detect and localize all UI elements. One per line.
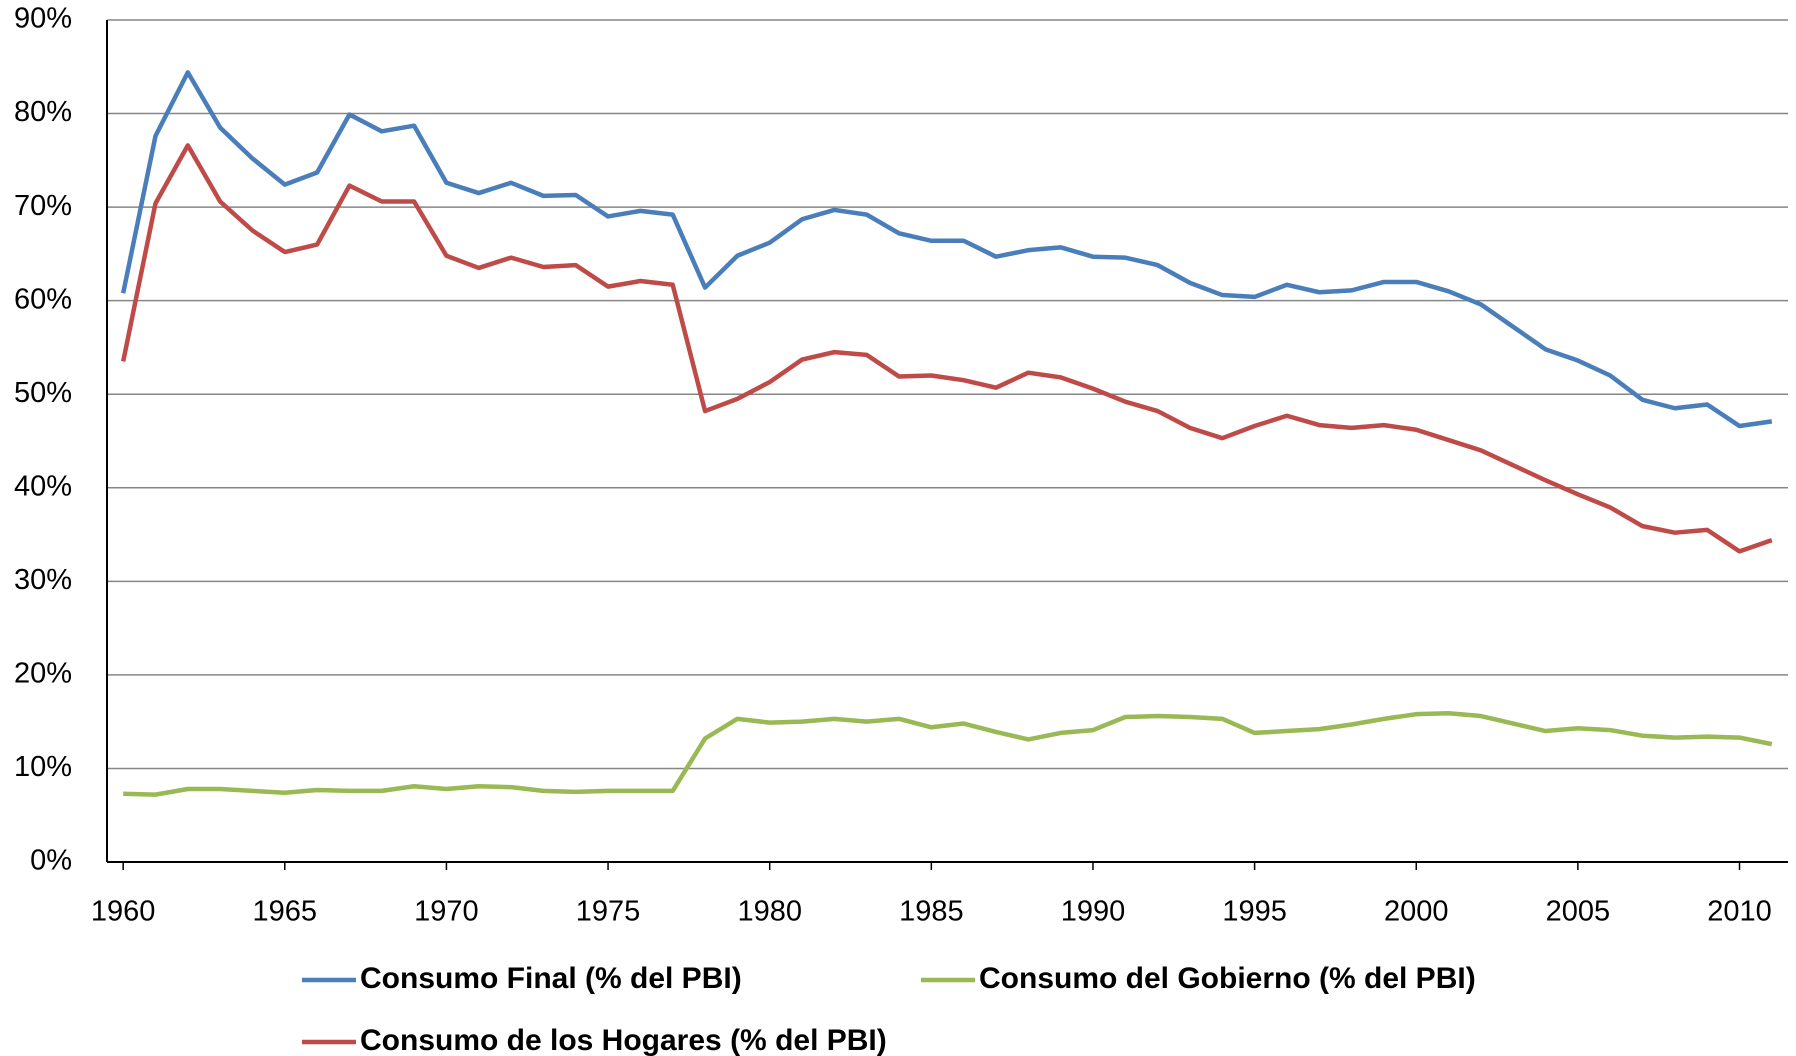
y-tick-label: 60% <box>14 283 72 315</box>
x-tick-label: 1990 <box>1061 896 1126 928</box>
x-tick-label: 2010 <box>1707 896 1772 928</box>
series-line <box>120 70 1773 429</box>
x-tick-label: 1965 <box>253 896 318 928</box>
series-line <box>123 710 1773 797</box>
y-tick-label: 90% <box>14 3 72 35</box>
series-line <box>120 143 1773 554</box>
y-tick-label: 30% <box>14 564 72 596</box>
legend-label: Consumo del Gobierno (% del PBI) <box>979 962 1476 995</box>
y-tick-label: 40% <box>14 470 72 502</box>
x-tick-label: 1995 <box>1222 896 1287 928</box>
y-tick-label: 0% <box>30 845 72 877</box>
y-tick-label: 10% <box>14 751 72 783</box>
y-tick-label: 80% <box>14 96 72 128</box>
x-tick-label: 1985 <box>899 896 964 928</box>
legend-label: Consumo de los Hogares (% del PBI) <box>360 1024 887 1056</box>
y-tick-label: 70% <box>14 190 72 222</box>
x-tick-label: 1980 <box>737 896 802 928</box>
x-tick-label: 1975 <box>576 896 641 928</box>
y-tick-label: 50% <box>14 377 72 409</box>
y-tick-label: 20% <box>14 658 72 690</box>
legend-label: Consumo Final (% del PBI) <box>360 962 742 995</box>
x-tick-label: 2000 <box>1384 896 1449 928</box>
x-tick-label: 2005 <box>1546 896 1611 928</box>
x-tick-label: 1960 <box>91 896 156 928</box>
x-tick-label: 1970 <box>414 896 479 928</box>
